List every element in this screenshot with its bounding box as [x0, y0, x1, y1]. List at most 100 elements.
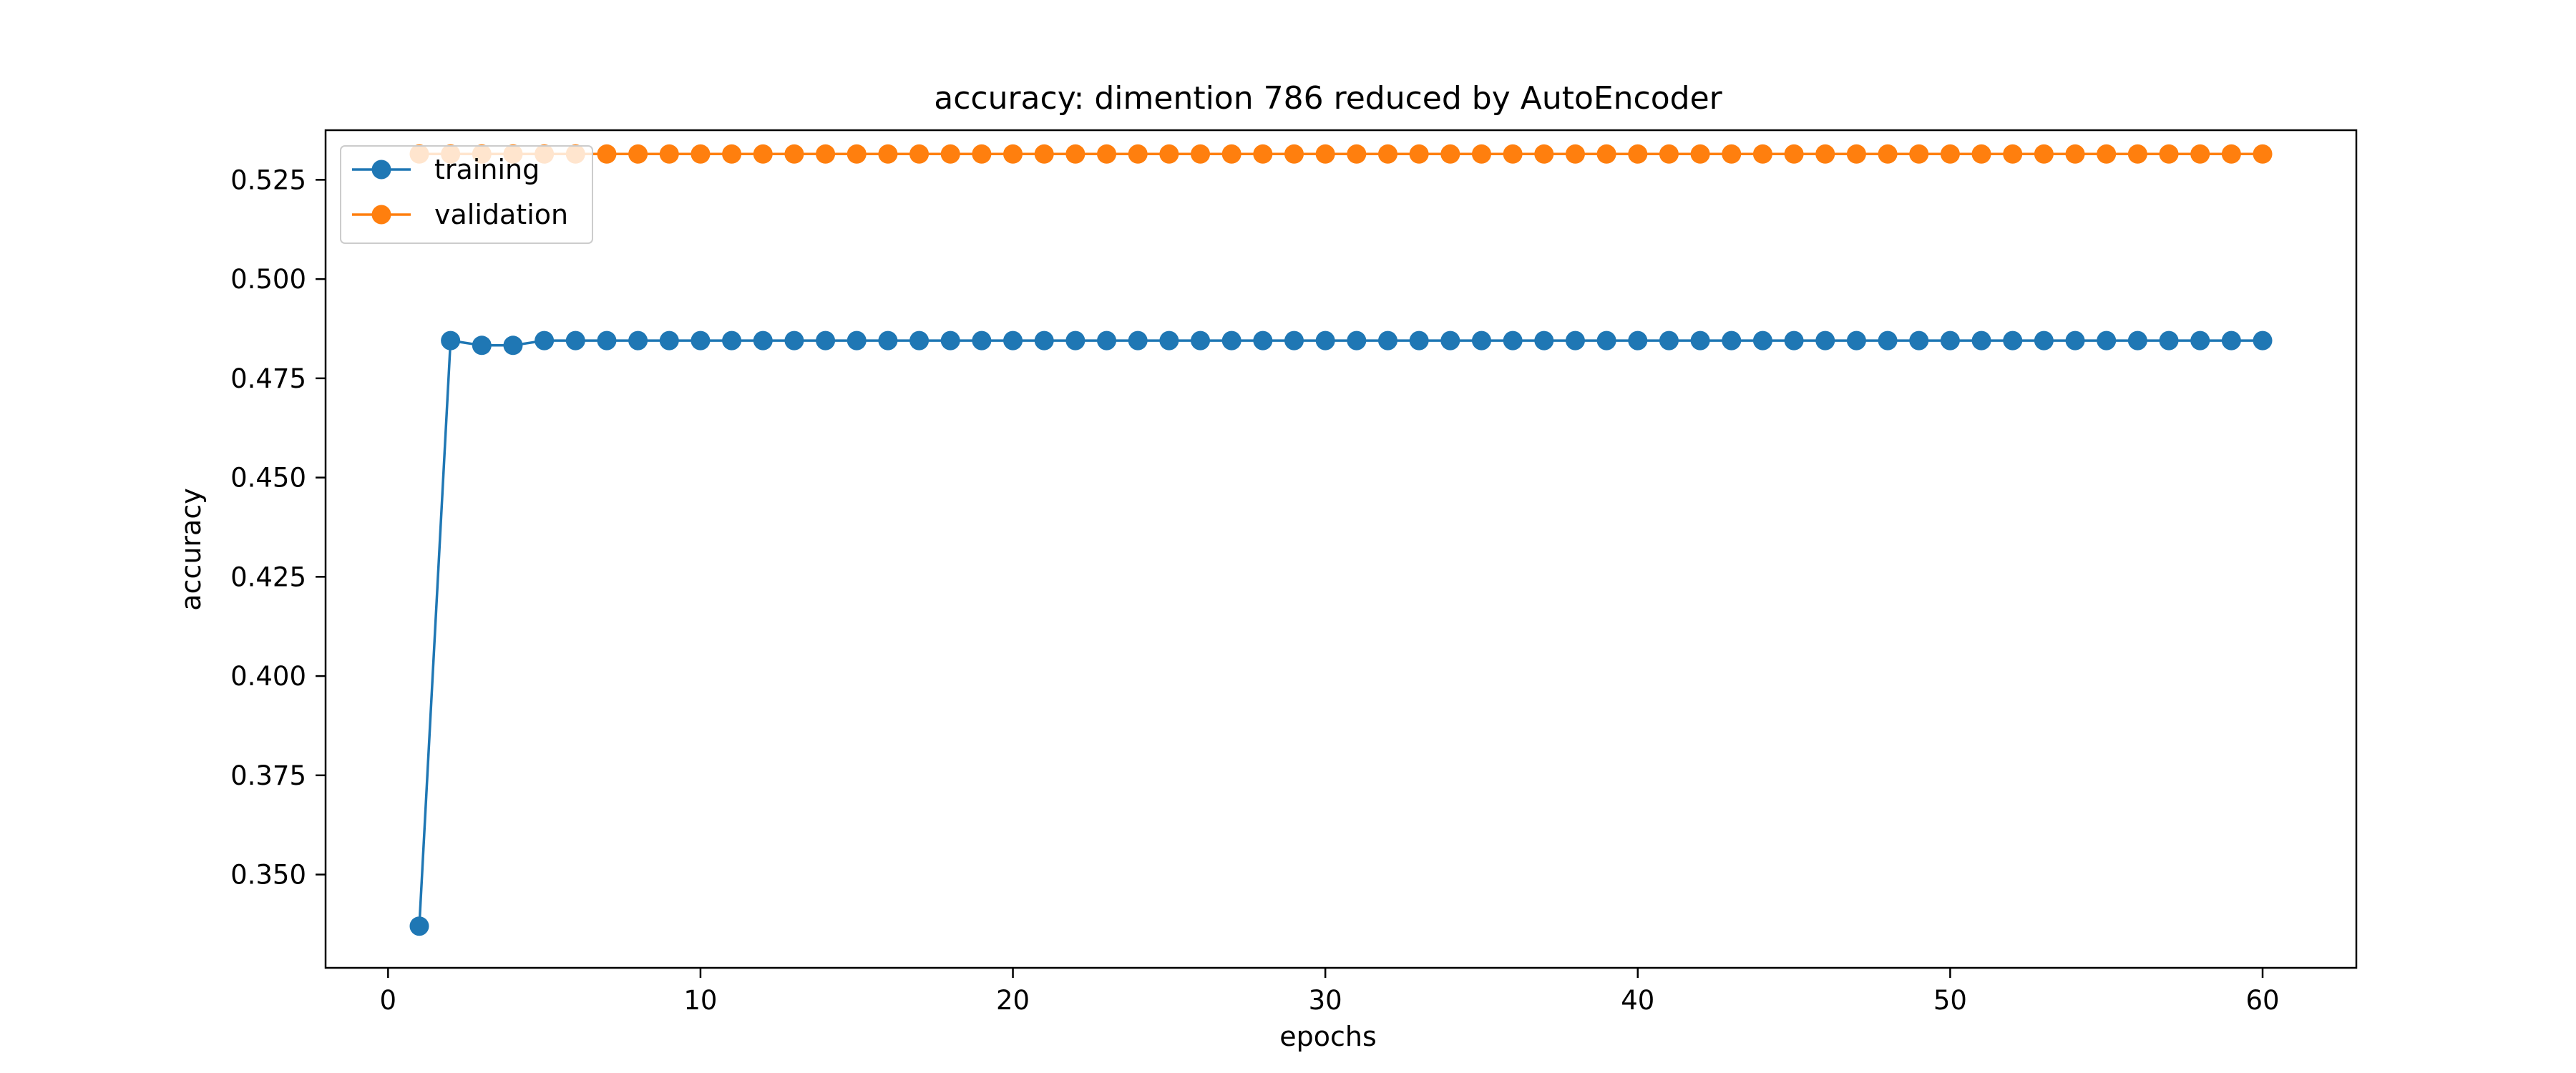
data-point-training	[2003, 330, 2023, 351]
data-point-training	[1159, 330, 1179, 351]
legend: training validation	[340, 145, 593, 244]
data-point-validation	[1315, 144, 1335, 164]
data-point-validation	[628, 144, 648, 164]
data-point-training	[1971, 330, 1991, 351]
legend-label-training: training	[434, 154, 540, 185]
data-point-validation	[2065, 144, 2085, 164]
data-point-validation	[1628, 144, 1648, 164]
x-tick-label: 0	[380, 985, 397, 1016]
legend-item-training: training	[352, 154, 540, 185]
x-tick-label: 50	[1933, 985, 1967, 1016]
y-tick-label: 0.475	[230, 363, 306, 394]
data-point-validation	[2034, 144, 2054, 164]
data-point-validation	[1347, 144, 1367, 164]
data-point-training	[1221, 330, 1241, 351]
data-point-training	[1940, 330, 1960, 351]
data-point-validation	[1971, 144, 1991, 164]
data-point-validation	[1284, 144, 1304, 164]
x-axis: 0 10 20 30 40 50 60	[380, 968, 2280, 1016]
x-axis-label: epochs	[1279, 1021, 1377, 1052]
data-point-validation	[597, 144, 617, 164]
data-point-training	[1722, 330, 1742, 351]
data-point-training	[1034, 330, 1054, 351]
data-point-validation	[1253, 144, 1273, 164]
data-point-training	[2127, 330, 2147, 351]
data-point-training	[1284, 330, 1304, 351]
data-point-training	[1315, 330, 1335, 351]
y-tick-label: 0.500	[230, 264, 306, 295]
data-point-training	[1440, 330, 1460, 351]
data-point-training	[972, 330, 992, 351]
data-point-validation	[878, 144, 898, 164]
data-point-validation	[1534, 144, 1554, 164]
data-point-validation	[1815, 144, 1835, 164]
data-point-training	[2253, 330, 2273, 351]
data-point-validation	[2221, 144, 2241, 164]
data-point-validation	[1752, 144, 1772, 164]
data-point-training	[1596, 330, 1616, 351]
data-point-validation	[1409, 144, 1429, 164]
y-tick-label: 0.350	[230, 860, 306, 891]
series-validation	[409, 144, 2273, 164]
data-point-training	[2034, 330, 2054, 351]
data-point-training	[878, 330, 898, 351]
data-point-training	[2065, 330, 2085, 351]
data-point-validation	[972, 144, 992, 164]
data-point-validation	[1846, 144, 1866, 164]
data-point-validation	[940, 144, 960, 164]
data-point-validation	[847, 144, 867, 164]
data-point-validation	[659, 144, 679, 164]
data-point-validation	[2003, 144, 2023, 164]
legend-marker-training	[371, 160, 391, 180]
data-point-training	[1471, 330, 1491, 351]
data-point-training	[597, 330, 617, 351]
data-point-training	[1409, 330, 1429, 351]
data-point-validation	[1878, 144, 1898, 164]
data-point-training	[1253, 330, 1273, 351]
data-point-validation	[1909, 144, 1929, 164]
data-point-validation	[691, 144, 711, 164]
data-point-training	[1878, 330, 1898, 351]
data-point-validation	[722, 144, 742, 164]
data-point-training	[1815, 330, 1835, 351]
legend-marker-validation	[371, 205, 391, 225]
data-point-training	[503, 335, 523, 356]
x-tick-label: 20	[996, 985, 1030, 1016]
y-tick-label: 0.375	[230, 760, 306, 791]
data-point-validation	[784, 144, 804, 164]
data-point-validation	[1471, 144, 1491, 164]
data-point-training	[1784, 330, 1804, 351]
data-point-training	[2159, 330, 2179, 351]
data-point-training	[1347, 330, 1367, 351]
data-point-training	[659, 330, 679, 351]
data-point-validation	[1065, 144, 1085, 164]
y-axis: 0.350 0.375 0.400 0.425 0.450 0.475 0.500 0.525	[230, 165, 326, 891]
data-point-validation	[753, 144, 773, 164]
data-point-validation	[1191, 144, 1211, 164]
data-point-validation	[1159, 144, 1179, 164]
data-point-validation	[1722, 144, 1742, 164]
data-point-validation	[2097, 144, 2117, 164]
data-point-training	[1659, 330, 1679, 351]
data-point-training	[691, 330, 711, 351]
data-point-validation	[1784, 144, 1804, 164]
data-point-validation	[1659, 144, 1679, 164]
data-point-training	[784, 330, 804, 351]
data-point-training	[1377, 330, 1397, 351]
data-point-validation	[1034, 144, 1054, 164]
data-point-training	[1065, 330, 1085, 351]
data-point-training	[753, 330, 773, 351]
series-training	[409, 330, 2273, 936]
data-point-training	[816, 330, 836, 351]
legend-label-validation: validation	[434, 199, 568, 230]
data-point-training	[472, 335, 492, 356]
data-point-training	[1846, 330, 1866, 351]
data-point-validation	[2253, 144, 2273, 164]
data-point-validation	[909, 144, 930, 164]
x-tick-label: 60	[2245, 985, 2279, 1016]
data-point-validation	[1377, 144, 1397, 164]
plot-area	[409, 144, 2273, 936]
data-point-validation	[1940, 144, 1960, 164]
data-point-validation	[2127, 144, 2147, 164]
data-point-validation	[1596, 144, 1616, 164]
